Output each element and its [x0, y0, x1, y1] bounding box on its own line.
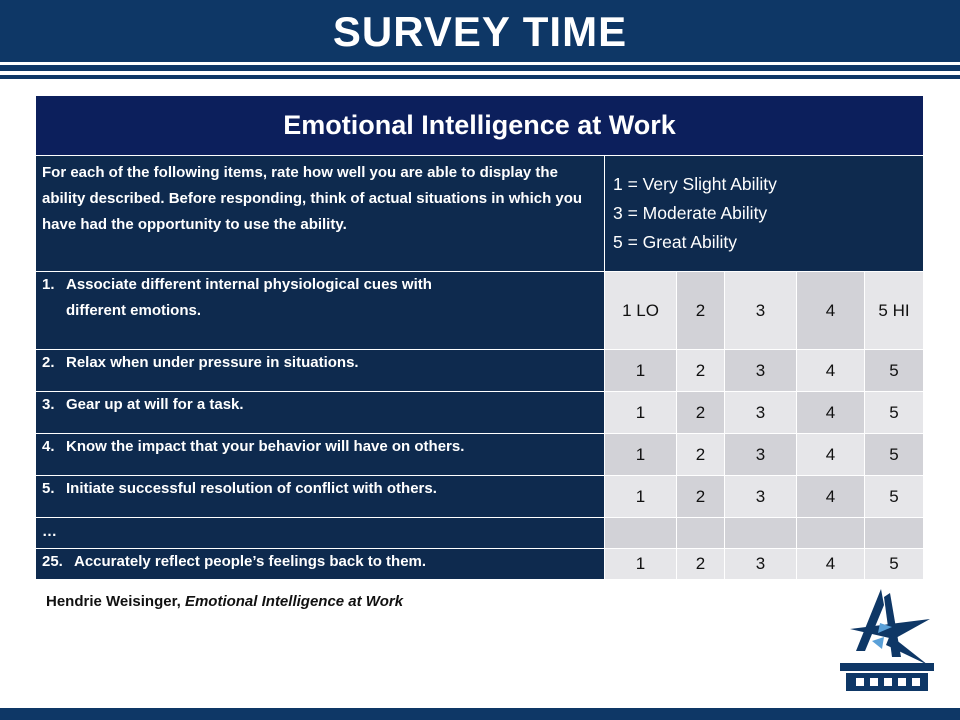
- footer-bar: [0, 708, 960, 720]
- rating-option[interactable]: 5: [863, 475, 925, 518]
- table-row: 5. Initiate successful resolution of conf…: [35, 475, 925, 518]
- item-text: 2. Relax when under pressure in situation…: [35, 349, 605, 392]
- table-row: …: [35, 517, 925, 549]
- rating-option[interactable]: 2: [676, 433, 725, 476]
- citation: Hendrie Weisinger, Emotional Intelligenc…: [46, 593, 404, 610]
- header-stripe-thin: [0, 75, 960, 79]
- rating-option[interactable]: 3: [724, 433, 797, 476]
- rating-option[interactable]: 2: [676, 548, 725, 580]
- item-text: 5. Initiate successful resolution of conf…: [35, 475, 605, 518]
- header-stripe: [0, 65, 960, 71]
- rating-option[interactable]: 4: [796, 475, 865, 518]
- empty-cell: [863, 517, 925, 549]
- empty-cell: [796, 517, 865, 549]
- rating-option[interactable]: 5: [863, 548, 925, 580]
- item-ellipsis: …: [35, 517, 605, 549]
- legend-line: 1 = Very Slight Ability: [613, 174, 777, 194]
- table-row: 2. Relax when under pressure in situation…: [35, 349, 925, 392]
- rating-option[interactable]: 5: [863, 391, 925, 434]
- empty-cell: [604, 517, 677, 549]
- table-row: 3. Gear up at will for a task. 1 2 3 4 5: [35, 391, 925, 434]
- rating-option[interactable]: 1: [604, 548, 677, 580]
- rating-option[interactable]: 2: [676, 349, 725, 392]
- rating-option[interactable]: 2: [676, 391, 725, 434]
- rating-option[interactable]: 4: [796, 349, 865, 392]
- rating-option[interactable]: 1 LO: [604, 271, 677, 350]
- rating-option[interactable]: 5: [863, 433, 925, 476]
- survey-table: Emotional Intelligence at Work For each …: [34, 95, 925, 580]
- header-bar: SURVEY TIME: [0, 0, 960, 62]
- rating-option[interactable]: 3: [724, 391, 797, 434]
- item-text: 25. Accurately reflect people’s feelings …: [35, 548, 605, 580]
- rating-option[interactable]: 5: [863, 349, 925, 392]
- legend-line: 3 = Moderate Ability: [613, 203, 768, 223]
- citation-work: Emotional Intelligence at Work: [184, 593, 404, 610]
- rating-option[interactable]: 1: [604, 433, 677, 476]
- rating-option[interactable]: 2: [676, 271, 725, 350]
- rating-option[interactable]: 2: [676, 475, 725, 518]
- rating-option[interactable]: 4: [796, 271, 865, 350]
- item-text: 1. Associate different internal physiolog…: [35, 271, 605, 350]
- rating-option[interactable]: 3: [724, 271, 797, 350]
- legend-line: 5 = Great Ability: [613, 232, 738, 252]
- rating-option[interactable]: 1: [604, 349, 677, 392]
- item-text: 3. Gear up at will for a task.: [35, 391, 605, 434]
- rating-option[interactable]: 3: [724, 349, 797, 392]
- empty-cell: [676, 517, 725, 549]
- rating-option[interactable]: 1: [604, 475, 677, 518]
- table-row: 1. Associate different internal physiolog…: [35, 271, 925, 350]
- rating-option[interactable]: 3: [724, 548, 797, 580]
- rating-option[interactable]: 4: [796, 391, 865, 434]
- rating-option[interactable]: 3: [724, 475, 797, 518]
- survey-title: Emotional Intelligence at Work: [34, 95, 925, 156]
- rating-option[interactable]: 5 HI: [863, 271, 925, 350]
- survey-instructions: For each of the following items, rate ho…: [35, 155, 605, 272]
- empty-cell: [724, 517, 797, 549]
- page-title: SURVEY TIME: [332, 8, 628, 55]
- rating-legend: 1 = Very Slight Ability 3 = Moderate Abi…: [603, 155, 925, 272]
- rating-option[interactable]: 1: [604, 391, 677, 434]
- table-row: 4. Know the impact that your behavior wil…: [35, 433, 925, 476]
- rating-option[interactable]: 4: [796, 548, 865, 580]
- table-row: 25. Accurately reflect people’s feelings …: [35, 548, 925, 580]
- item-text: 4. Know the impact that your behavior wil…: [35, 433, 605, 476]
- rating-option[interactable]: 4: [796, 433, 865, 476]
- academy-star-logo-icon: [840, 589, 934, 691]
